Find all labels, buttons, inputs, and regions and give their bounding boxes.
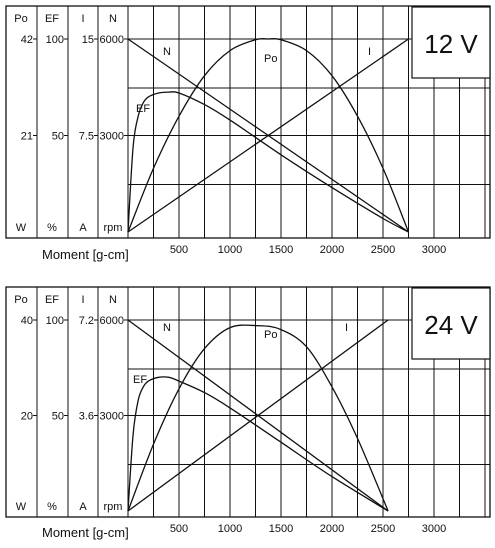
panel-1-axis-tick-label: 15 (82, 34, 94, 46)
panel-1-axis-header-i: I (81, 13, 84, 25)
panel-2-x-tick-label: 1500 (269, 523, 293, 535)
panel-1-axis-header-ef: EF (45, 13, 59, 25)
panel-2-x-axis-label: Moment [g-cm] (42, 525, 129, 540)
panel-2-axis-unit-po: W (16, 501, 27, 513)
panel-2-axis-tick-label: 3.6 (79, 411, 94, 423)
panel-2-series-ef-line (127, 376, 389, 512)
panel-2-axis-tick-label: 20 (21, 411, 33, 423)
panel-1-frame (5, 5, 491, 239)
panel-2-series-i-line (127, 319, 389, 512)
panel-2-axis-unit-i: A (79, 501, 87, 513)
panel-1-voltage-title: 12 V (424, 29, 478, 59)
panel-1-series-i-line (127, 38, 409, 233)
panel-1-x-tick-label: 3000 (422, 244, 446, 256)
panel-1-voltage-box (411, 6, 491, 79)
panel-1-axis-unit-n: rpm (104, 222, 123, 234)
panel-1-axis-tick-label: 50 (52, 131, 64, 143)
panel-2-series-label-po: Po (264, 329, 277, 341)
panel-1-series-label-i: I (368, 46, 371, 58)
panel-1-axis-unit-ef: % (47, 222, 57, 234)
panel-2-axis-tick-label: 40 (21, 315, 33, 327)
panel-1-series-ef-line (127, 91, 409, 233)
panel-2-axis-tick-label: 50 (52, 411, 64, 423)
panel-1-series-label-ef: EF (136, 103, 150, 115)
panel-1-x-axis-label: Moment [g-cm] (42, 247, 129, 262)
panel-1-x-tick-label: 2500 (371, 244, 395, 256)
panel-2-axis-tick-label: 100 (46, 315, 64, 327)
panel-2-x-tick-label: 500 (170, 523, 188, 535)
panel-1-axis-tick-label: 3000 (100, 131, 124, 143)
panel-2-axis-tick-label: 3000 (100, 411, 124, 423)
panel-1-axis-header-po: Po (14, 13, 27, 25)
panel-2-axis-unit-n: rpm (104, 501, 123, 513)
panel-2-x-tick-label: 2500 (371, 523, 395, 535)
panel-1-axis-tick-label: 21 (21, 131, 33, 143)
panel-2-series-label-n: N (163, 322, 171, 334)
panel-2-series-label-i: I (345, 322, 348, 334)
panel-1-axis-tick-label: 6000 (100, 34, 124, 46)
panel-2-axis-header-n: N (109, 294, 117, 306)
panel-2-axis-header-ef: EF (45, 294, 59, 306)
panel-2-axis-unit-ef: % (47, 501, 57, 513)
panel-1-axis-unit-po: W (16, 222, 27, 234)
panel-2-series-label-ef: EF (133, 374, 147, 386)
panel-2-axis-header-i: I (81, 294, 84, 306)
panel-2-frame (5, 286, 491, 518)
panel-1-series-label-n: N (163, 46, 171, 58)
panel-1-series-po-line (127, 38, 410, 233)
panel-1-axis-header-n: N (109, 13, 117, 25)
panel-2-x-tick-label: 2000 (320, 523, 344, 535)
panel-1-x-tick-label: 2000 (320, 244, 344, 256)
panel-1-axis-unit-i: A (79, 222, 87, 234)
panel-1-x-tick-label: 500 (170, 244, 188, 256)
panel-1-x-tick-label: 1500 (269, 244, 293, 256)
panel-2-series-po-line (127, 324, 389, 512)
panel-2-axis-tick-label: 6000 (100, 315, 124, 327)
panel-1-series-label-po: Po (264, 53, 277, 65)
panel-1-axis-tick-label: 7.5 (79, 131, 94, 143)
panel-2-axis-header-po: Po (14, 294, 27, 306)
panel-1-axis-tick-label: 42 (21, 34, 33, 46)
panel-2-x-tick-label: 1000 (218, 523, 242, 535)
panel-1-axis-tick-label: 100 (46, 34, 64, 46)
panel-1-x-tick-label: 1000 (218, 244, 242, 256)
panel-2-voltage-title: 24 V (424, 310, 478, 340)
panel-2-voltage-box (411, 287, 491, 360)
panel-2-x-tick-label: 3000 (422, 523, 446, 535)
panel-2-axis-tick-label: 7.2 (79, 315, 94, 327)
